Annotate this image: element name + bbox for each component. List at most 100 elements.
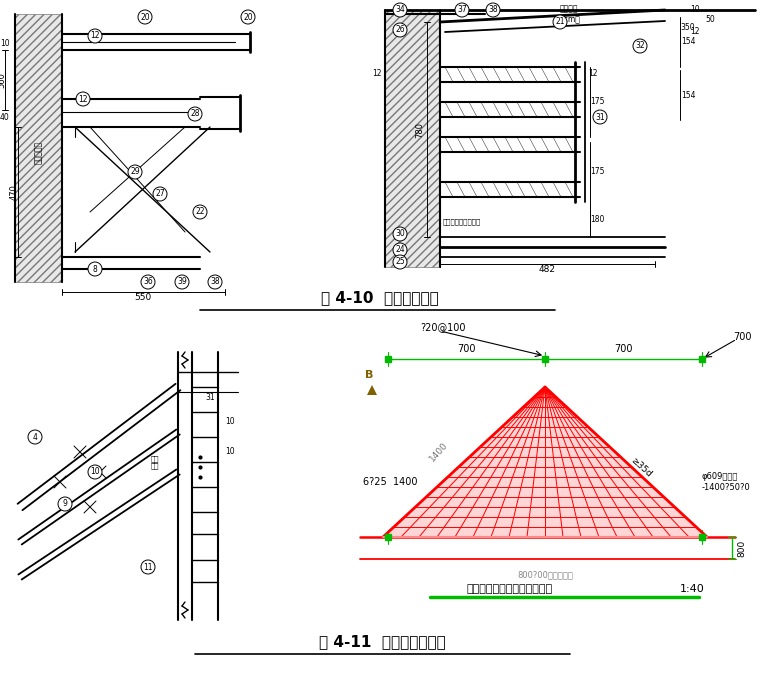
Text: 28: 28: [190, 110, 200, 119]
Text: 27: 27: [155, 190, 165, 198]
Text: 38: 38: [211, 278, 220, 286]
Text: 20: 20: [243, 12, 253, 22]
Circle shape: [153, 187, 167, 201]
Text: 12: 12: [588, 70, 598, 78]
Text: 沙浆垫平
2cm厚: 沙浆垫平 2cm厚: [560, 4, 581, 24]
Circle shape: [141, 275, 155, 289]
Circle shape: [188, 107, 202, 121]
Text: 32: 32: [635, 42, 644, 50]
Circle shape: [28, 430, 42, 444]
Text: 图 4-10  钢围檩示意图: 图 4-10 钢围檩示意图: [321, 291, 439, 306]
Circle shape: [58, 497, 72, 511]
Text: 12: 12: [90, 31, 100, 40]
Text: 10: 10: [225, 417, 235, 426]
Text: 6?25  1400: 6?25 1400: [363, 477, 417, 487]
Text: 10: 10: [225, 447, 235, 456]
Text: 12: 12: [372, 70, 382, 78]
Text: 12: 12: [690, 27, 700, 37]
Text: 31: 31: [205, 393, 214, 402]
Text: 180: 180: [590, 216, 604, 224]
Text: 8: 8: [93, 265, 97, 273]
Bar: [385, 356, 391, 362]
Text: 20: 20: [140, 12, 150, 22]
Text: 9: 9: [62, 499, 68, 509]
Circle shape: [88, 29, 102, 43]
Text: 地下连续墙外能源线: 地下连续墙外能源线: [443, 219, 481, 225]
Text: 钢板
相接: 钢板 相接: [150, 455, 160, 469]
Text: 39: 39: [177, 278, 187, 286]
Bar: [15, 14, 62, 282]
Text: 175: 175: [590, 168, 604, 177]
Text: φ609钢支撑
-1400?50?0: φ609钢支撑 -1400?50?0: [702, 473, 751, 492]
Circle shape: [553, 15, 567, 29]
Text: 地下连续墙: 地下连续墙: [33, 140, 43, 164]
Circle shape: [128, 165, 142, 179]
Text: 37: 37: [457, 5, 467, 14]
Text: 21: 21: [556, 18, 565, 27]
Text: ?20@100: ?20@100: [420, 322, 465, 332]
Circle shape: [88, 262, 102, 276]
Circle shape: [393, 255, 407, 269]
Bar: [385, 10, 440, 267]
Text: 12: 12: [78, 95, 87, 104]
Text: 50: 50: [705, 14, 715, 23]
Text: 700: 700: [457, 344, 475, 354]
Polygon shape: [383, 387, 707, 537]
Text: 30: 30: [395, 230, 405, 239]
Text: 10: 10: [690, 5, 700, 14]
Text: 800?00钢箱占长度: 800?00钢箱占长度: [517, 571, 573, 580]
Circle shape: [193, 205, 207, 219]
Text: 10: 10: [0, 40, 10, 48]
Circle shape: [138, 10, 152, 24]
Circle shape: [393, 227, 407, 241]
Text: 350: 350: [681, 23, 695, 31]
Circle shape: [208, 275, 222, 289]
Text: 1400: 1400: [428, 441, 450, 464]
Text: 29: 29: [130, 168, 140, 177]
Text: B: B: [365, 370, 373, 380]
Text: 482: 482: [539, 265, 556, 274]
Circle shape: [141, 560, 155, 574]
Text: ≥35d: ≥35d: [629, 456, 653, 479]
Text: 40: 40: [0, 113, 10, 121]
Bar: [699, 356, 705, 362]
Circle shape: [76, 92, 90, 106]
Text: 24: 24: [395, 246, 405, 254]
Text: 34: 34: [395, 5, 405, 14]
Text: 780: 780: [416, 122, 425, 138]
Text: 1:40: 1:40: [679, 584, 705, 594]
Text: 470: 470: [9, 184, 18, 200]
Text: 560: 560: [0, 72, 7, 88]
Text: 11: 11: [143, 563, 153, 572]
Text: 550: 550: [135, 293, 152, 301]
Text: 26: 26: [395, 25, 405, 35]
Circle shape: [393, 3, 407, 17]
Text: 800: 800: [737, 539, 746, 557]
Text: 钢支撑牛腿（斜支座）配筋图: 钢支撑牛腿（斜支座）配筋图: [467, 584, 553, 594]
Text: 154: 154: [681, 91, 695, 100]
Text: 10: 10: [90, 467, 100, 477]
Circle shape: [88, 465, 102, 479]
Circle shape: [393, 23, 407, 37]
Polygon shape: [367, 385, 377, 395]
Text: 175: 175: [590, 98, 604, 106]
Text: 36: 36: [143, 278, 153, 286]
Text: 25: 25: [395, 258, 405, 267]
Text: 154: 154: [681, 38, 695, 46]
Bar: [542, 356, 548, 362]
Bar: [699, 534, 705, 540]
Circle shape: [633, 39, 647, 53]
Text: 图 4-11  钢管斜撑示意图: 图 4-11 钢管斜撑示意图: [318, 634, 445, 649]
Bar: [385, 534, 391, 540]
Text: 700: 700: [733, 332, 751, 342]
Circle shape: [175, 275, 189, 289]
Circle shape: [593, 110, 607, 124]
Circle shape: [455, 3, 469, 17]
Text: 700: 700: [614, 344, 632, 354]
Text: 31: 31: [595, 113, 605, 121]
Circle shape: [393, 243, 407, 257]
Text: 22: 22: [195, 207, 204, 216]
Circle shape: [241, 10, 255, 24]
Text: 38: 38: [488, 5, 498, 14]
Text: 4: 4: [33, 432, 37, 441]
